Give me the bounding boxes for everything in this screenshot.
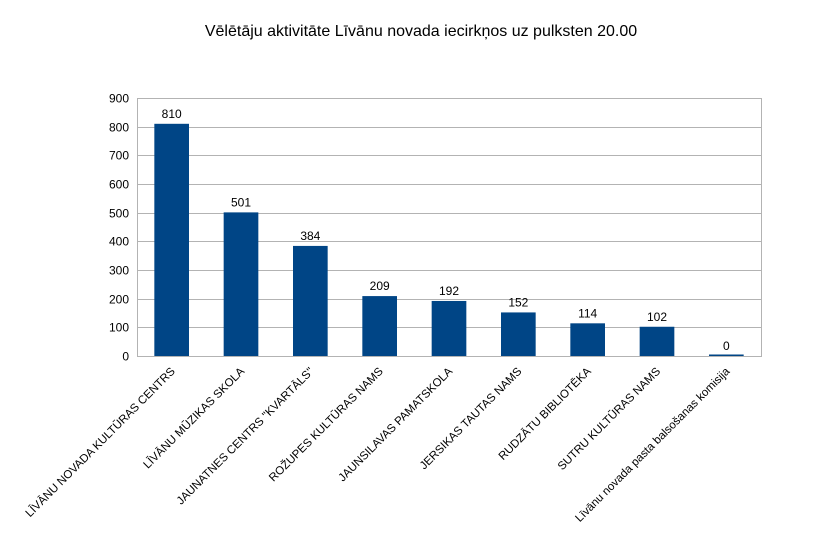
y-tick-label: 400 xyxy=(109,235,129,249)
axes xyxy=(137,98,762,357)
y-tick-label: 200 xyxy=(109,293,129,307)
plot-frame xyxy=(137,98,762,357)
data-label: 209 xyxy=(370,279,390,293)
x-category-label: JAUNATNES CENTRS "KVARTĀLS" xyxy=(175,366,317,508)
bar xyxy=(431,300,467,356)
bar xyxy=(223,212,259,356)
y-tick-label: 0 xyxy=(122,350,129,364)
data-label: 0 xyxy=(723,339,730,353)
bar xyxy=(709,354,744,356)
data-label: 192 xyxy=(439,284,459,298)
data-label: 384 xyxy=(300,229,320,243)
x-category-label: JAUNSILAVAS PAMATSKOLA xyxy=(337,365,456,484)
bar xyxy=(154,123,189,356)
data-label: 810 xyxy=(162,107,182,121)
y-tick-label: 500 xyxy=(109,207,129,221)
data-label: 152 xyxy=(508,295,528,309)
chart-title: Vēlētāju aktivitāte Līvānu novada iecirk… xyxy=(205,23,637,40)
y-tick-label: 600 xyxy=(109,178,129,192)
data-label: 114 xyxy=(578,306,597,320)
bar xyxy=(362,296,397,356)
y-tick-label: 100 xyxy=(109,321,129,335)
y-tick-label: 800 xyxy=(109,121,129,135)
bars xyxy=(154,123,744,356)
bar xyxy=(570,323,605,356)
y-tick-label: 300 xyxy=(109,264,129,278)
bar xyxy=(501,312,536,356)
data-label: 102 xyxy=(647,310,667,324)
bar xyxy=(293,245,328,356)
bar xyxy=(639,326,675,356)
x-category-label: LĪVĀNU NOVADA KULTŪRAS CENTRS xyxy=(24,365,178,519)
data-label: 501 xyxy=(231,195,251,209)
y-tick-label: 700 xyxy=(109,149,129,163)
x-category-label: ROŽUPES KULTŪRAS NAMS xyxy=(266,365,386,485)
y-tick-label: 900 xyxy=(109,92,129,106)
x-category-label: Līvānu novada pasta balsošanas komisija xyxy=(573,365,732,524)
